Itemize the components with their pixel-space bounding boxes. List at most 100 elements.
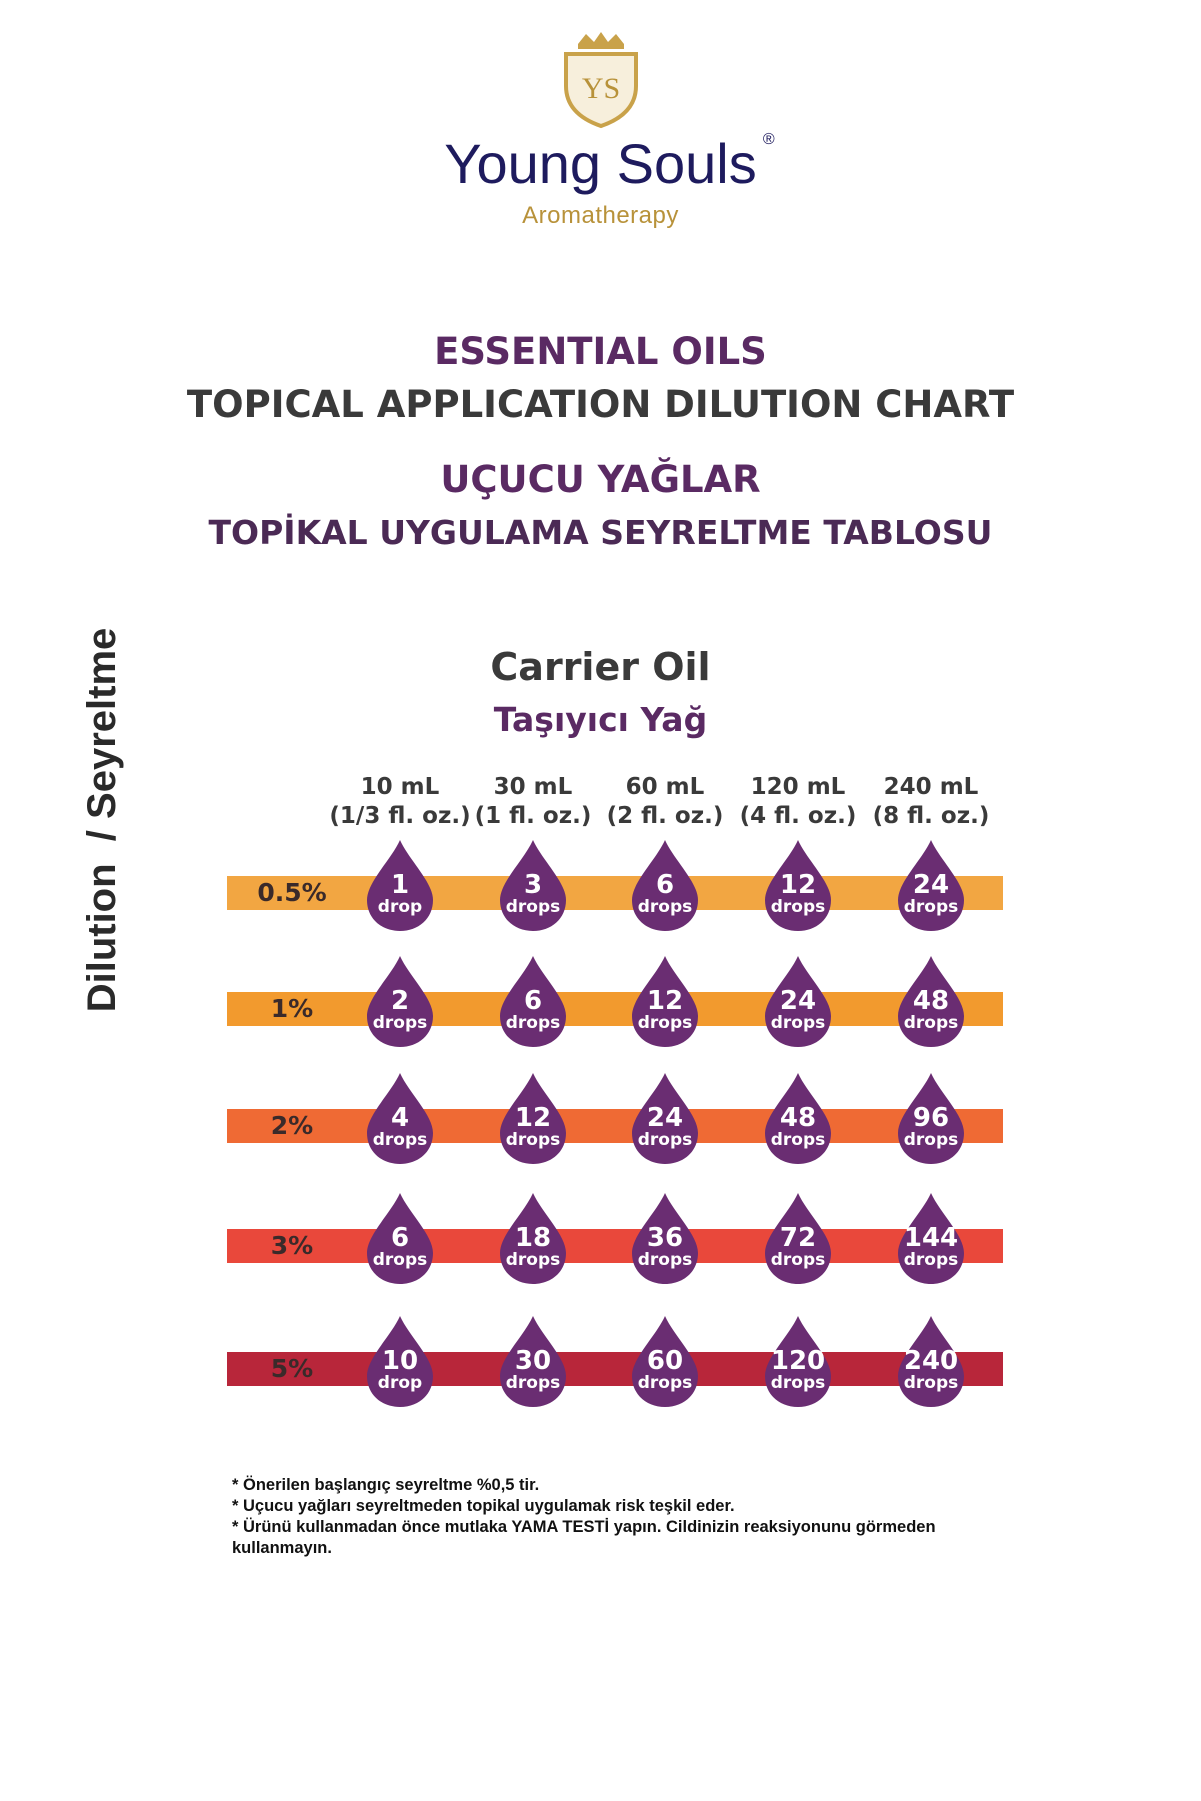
- drop-count-cell: 36 drops: [630, 1191, 700, 1286]
- note-1: * Önerilen başlangıç seyreltme %0,5 tir.: [232, 1476, 540, 1494]
- title-tr-line2: TOPİKAL UYGULAMA SEYRELTME TABLOSU: [208, 513, 993, 552]
- column-volume-ml: 30 mL: [493, 774, 573, 800]
- brand-tagline: Aromatherapy: [522, 202, 679, 229]
- column-header-4: 120 mL (4 fl. oz.): [723, 773, 873, 831]
- column-volume-ml: 120 mL: [750, 774, 846, 800]
- drop-count-unit: drops: [637, 1250, 693, 1270]
- dilution-axis-label: Dilution / Seyreltme: [80, 540, 140, 1100]
- monogram-text: YS: [581, 72, 619, 105]
- drop-count-unit: drops: [637, 897, 693, 917]
- drop-count-number: 6: [390, 1223, 410, 1253]
- drop-icon: [898, 1316, 964, 1407]
- drop-count-cell: 12 drops: [630, 954, 700, 1049]
- drop-icon: [500, 1316, 566, 1407]
- drop-count-cell: 60 drops: [630, 1314, 700, 1409]
- column-volume-oz: (4 fl. oz.): [739, 803, 857, 829]
- drop-count-number: 120: [770, 1346, 826, 1376]
- drop-icon: [500, 1073, 566, 1164]
- drop-count-unit: drops: [372, 1250, 428, 1270]
- drop-count-number: 72: [779, 1223, 817, 1253]
- drop-count-cell: 1 drop: [365, 838, 435, 933]
- drop-count-unit: drops: [770, 1130, 826, 1150]
- registered-mark: ®: [762, 131, 775, 148]
- drop-count-cell: 2 drops: [365, 954, 435, 1049]
- drop-count-unit: drops: [903, 1013, 959, 1033]
- drop-icon: [367, 1193, 433, 1284]
- drop-icon: [500, 1193, 566, 1284]
- drop-count-cell: 12 drops: [498, 1071, 568, 1166]
- column-header-2: 30 mL (1 fl. oz.): [458, 773, 608, 831]
- column-volume-oz: (1 fl. oz.): [474, 803, 592, 829]
- note-3-continued: kullanmayın.: [232, 1539, 332, 1557]
- drop-count-cell: 3 drops: [498, 838, 568, 933]
- title-en-line2: TOPICAL APPLICATION DILUTION CHART: [186, 383, 1015, 426]
- drop-icon: [765, 1316, 831, 1407]
- dilution-percent-label: 5%: [270, 1354, 314, 1383]
- drop-count-cell: 6 drops: [365, 1191, 435, 1286]
- column-header-3: 60 mL (2 fl. oz.): [590, 773, 740, 831]
- drop-count-number: 30: [514, 1346, 552, 1376]
- drop-count-unit: drops: [637, 1013, 693, 1033]
- dilution-label-tr: Seyreltme: [80, 627, 124, 819]
- drop-count-number: 60: [646, 1346, 684, 1376]
- drop-icon: [367, 956, 433, 1047]
- drop-icon: [632, 1073, 698, 1164]
- drop-icon: [898, 1193, 964, 1284]
- dilution-percent-label: 0.5%: [257, 878, 327, 907]
- drop-count-number: 240: [903, 1346, 959, 1376]
- drop-count-unit: drops: [505, 1130, 561, 1150]
- note-3: * Ürünü kullanmadan önce mutlaka YAMA TE…: [232, 1518, 936, 1536]
- drop-icon: [632, 956, 698, 1047]
- drop-count-unit: drops: [903, 1130, 959, 1150]
- drop-count-unit: drops: [505, 1013, 561, 1033]
- drop-icon: [632, 1316, 698, 1407]
- drop-count-number: 48: [779, 1103, 817, 1133]
- drop-count-unit: drops: [903, 897, 959, 917]
- drop-icon: [765, 1073, 831, 1164]
- drop-count-cell: 12 drops: [763, 838, 833, 933]
- column-volume-oz: (8 fl. oz.): [872, 803, 990, 829]
- column-volume-ml: 10 mL: [360, 774, 440, 800]
- drop-count-cell: 240 drops: [896, 1314, 966, 1409]
- drop-icon: [765, 1193, 831, 1284]
- dilution-bar: [227, 1109, 1003, 1143]
- dilution-percent-label: 1%: [270, 994, 314, 1023]
- drop-count-number: 10: [381, 1346, 419, 1376]
- dilution-bar: [227, 1229, 1003, 1263]
- dilution-bar: [227, 876, 1003, 910]
- dilution-bar: [227, 992, 1003, 1026]
- drop-count-number: 36: [646, 1223, 684, 1253]
- drop-count-unit: drops: [903, 1250, 959, 1270]
- drop-count-unit: drops: [637, 1130, 693, 1150]
- drop-count-number: 24: [912, 870, 950, 900]
- drop-count-unit: drops: [770, 1250, 826, 1270]
- drop-count-cell: 24 drops: [630, 1071, 700, 1166]
- drop-count-cell: 24 drops: [896, 838, 966, 933]
- drop-icon: [367, 1316, 433, 1407]
- title-tr-line1: UÇUCU YAĞLAR: [440, 458, 761, 501]
- column-volume-oz: (2 fl. oz.): [606, 803, 724, 829]
- drop-icon: [632, 840, 698, 931]
- drop-icon: [500, 840, 566, 931]
- dilution-percent-label: 3%: [270, 1231, 314, 1260]
- drop-count-number: 24: [779, 986, 817, 1016]
- brand-logo: YS Young Souls ® Aromatherapy: [0, 30, 1201, 230]
- brand-name-wrapper: Young Souls ®: [444, 132, 774, 192]
- column-header-5: 240 mL (8 fl. oz.): [856, 773, 1006, 831]
- drop-count-cell: 144 drops: [896, 1191, 966, 1286]
- drop-icon: [898, 1073, 964, 1164]
- drop-icon: [367, 840, 433, 931]
- column-volume-oz: (1/3 fl. oz.): [329, 803, 471, 829]
- drop-count-number: 6: [655, 870, 675, 900]
- drop-count-number: 2: [390, 986, 410, 1016]
- drop-count-unit: drop: [377, 1373, 423, 1393]
- drop-count-cell: 24 drops: [763, 954, 833, 1049]
- drop-count-unit: drops: [770, 1373, 826, 1393]
- carrier-oil-heading-tr: Taşıyıcı Yağ: [493, 700, 708, 739]
- dilution-bar: [227, 1352, 1003, 1386]
- drop-count-cell: 6 drops: [630, 838, 700, 933]
- drop-count-number: 18: [514, 1223, 552, 1253]
- drop-count-cell: 6 drops: [498, 954, 568, 1049]
- drop-count-number: 12: [514, 1103, 552, 1133]
- drop-count-cell: 96 drops: [896, 1071, 966, 1166]
